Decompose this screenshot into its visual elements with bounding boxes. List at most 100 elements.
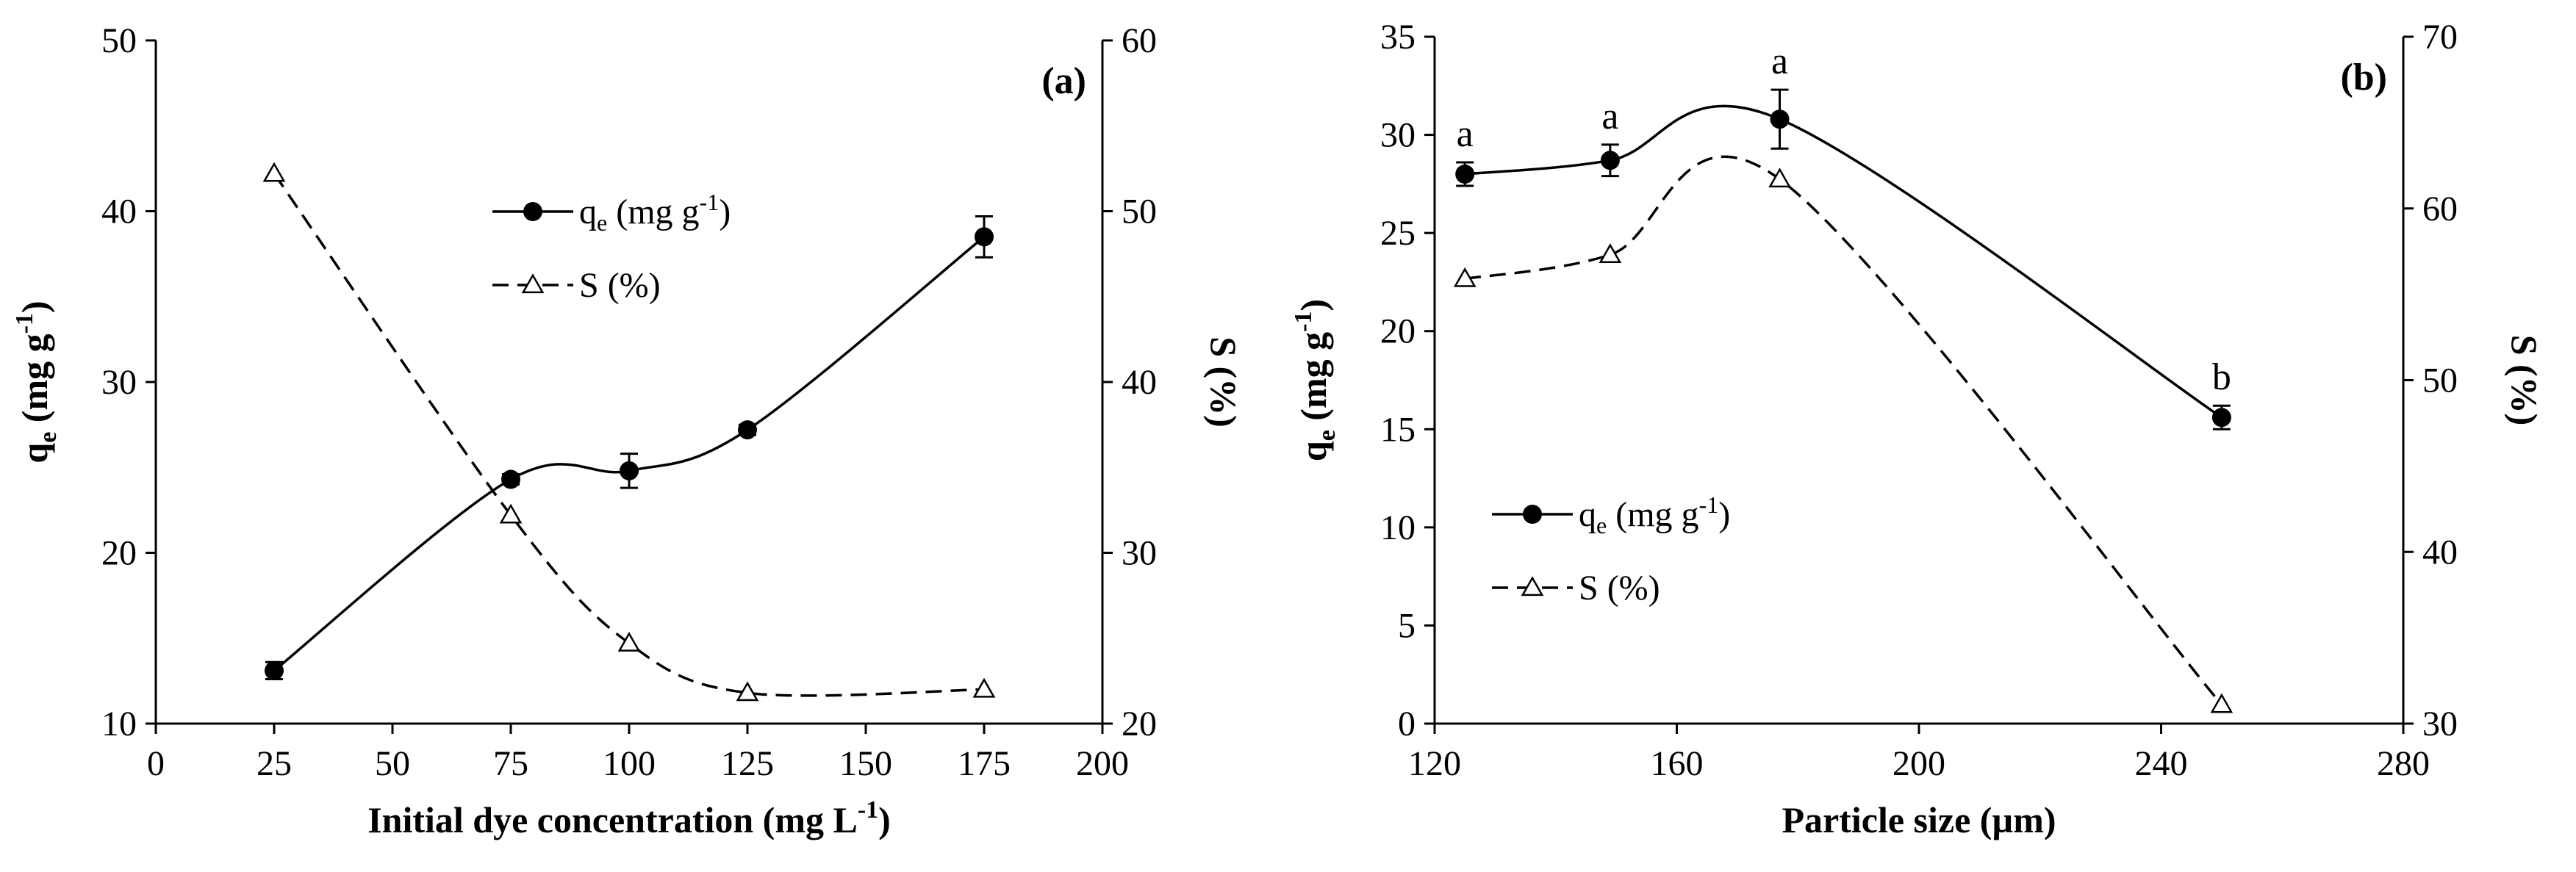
x-tick-label: 175 bbox=[958, 744, 1011, 783]
y-left-title-sub: e bbox=[35, 432, 62, 443]
x-tick-label: 200 bbox=[1076, 744, 1129, 783]
y-left-tick-label: 20 bbox=[1380, 312, 1416, 351]
data-point-qe bbox=[975, 227, 994, 247]
data-point-qe bbox=[1455, 165, 1475, 184]
y-right-tick-label: 70 bbox=[2422, 18, 2458, 57]
legend-end: ) bbox=[1718, 495, 1730, 534]
legend-main: q bbox=[1579, 495, 1596, 534]
y-left-tick-label: 30 bbox=[1380, 116, 1416, 155]
y-left-tick-label: 5 bbox=[1398, 606, 1416, 645]
y-right-tick-label: 40 bbox=[2422, 533, 2458, 572]
legend-marker-s bbox=[521, 273, 545, 294]
data-point-qe bbox=[265, 660, 284, 680]
data-point-s bbox=[499, 503, 523, 524]
y-right-axis-title: S (%) bbox=[1203, 336, 1244, 428]
panel-label: (b) bbox=[2340, 57, 2387, 98]
legend-text: S (%) bbox=[579, 266, 661, 305]
legend-sub: e bbox=[1596, 512, 1607, 538]
significance-label: b bbox=[2212, 356, 2231, 398]
data-point-qe bbox=[1600, 151, 1620, 170]
y-left-tick-label: 0 bbox=[1398, 705, 1416, 743]
significance-label: a bbox=[1771, 40, 1788, 82]
series-line-s bbox=[1464, 155, 2223, 706]
y-right-tick-label: 60 bbox=[1122, 21, 1157, 60]
y-right-tick-label: 40 bbox=[1122, 363, 1157, 402]
x-axis-title-end: ) bbox=[878, 799, 891, 840]
data-point-s bbox=[617, 632, 641, 652]
data-point-s bbox=[736, 681, 759, 702]
data-point-s bbox=[262, 162, 286, 182]
x-tick-label: 240 bbox=[2135, 744, 2188, 783]
y-left-title-end: ) bbox=[14, 300, 55, 313]
panel-label: (a) bbox=[1041, 60, 1086, 102]
data-point-qe bbox=[2211, 408, 2231, 428]
significance-label: a bbox=[1457, 113, 1474, 155]
legend: qe (mg g-1) S (%) bbox=[1492, 491, 1730, 608]
data-point-qe bbox=[620, 461, 639, 480]
x-tick-label: 280 bbox=[2377, 744, 2430, 783]
significance-label: a bbox=[1601, 96, 1618, 137]
legend-marker-s bbox=[1521, 576, 1544, 597]
legend-sup: -1 bbox=[700, 189, 720, 215]
x-tick-label: 50 bbox=[375, 744, 410, 783]
y-left-title-main: q bbox=[14, 443, 55, 464]
y-left-title-sub: e bbox=[1313, 430, 1341, 441]
y-left-title-main: q bbox=[1293, 441, 1334, 461]
y-left-tick-label: 35 bbox=[1380, 18, 1416, 57]
series-line-s bbox=[273, 173, 985, 697]
y-left-axis-title: qe (mg g-1) bbox=[1290, 299, 1341, 461]
x-axis-title-sup: -1 bbox=[858, 796, 878, 824]
legend-marker-qe bbox=[1523, 505, 1542, 524]
y-left-title-rest: (mg g bbox=[1293, 332, 1334, 430]
data-point-s bbox=[2210, 693, 2234, 713]
data-point-qe bbox=[738, 420, 757, 440]
y-left-title-end: ) bbox=[1293, 299, 1334, 311]
legend-label: S (%) bbox=[1579, 569, 1660, 608]
x-axis-title-text: Particle size (µm) bbox=[1782, 799, 2056, 840]
legend-label: S (%) bbox=[579, 266, 661, 305]
x-tick-label: 75 bbox=[493, 744, 528, 783]
x-tick-label: 25 bbox=[256, 744, 292, 783]
y-right-tick-label: 30 bbox=[2422, 705, 2458, 743]
x-tick-label: 160 bbox=[1651, 744, 1704, 783]
y-right-axis-title: S (%) bbox=[2504, 335, 2545, 426]
y-right-tick-label: 20 bbox=[1122, 705, 1157, 743]
data-point-s bbox=[1453, 267, 1477, 287]
data-point-qe bbox=[1770, 109, 1790, 129]
y-left-tick-label: 25 bbox=[1380, 214, 1416, 253]
y-right-tick-label: 50 bbox=[1122, 192, 1157, 231]
legend-sub: e bbox=[597, 209, 607, 236]
legend-sup: -1 bbox=[1699, 491, 1719, 518]
legend-marker-qe bbox=[523, 202, 542, 221]
y-left-tick-label: 50 bbox=[101, 21, 137, 60]
legend-rest: (mg g bbox=[607, 192, 699, 231]
legend-rest: (mg g bbox=[1607, 495, 1698, 534]
y-left-tick-label: 30 bbox=[101, 363, 137, 402]
y-right-tick-label: 60 bbox=[2422, 190, 2458, 228]
x-tick-label: 0 bbox=[147, 744, 165, 783]
y-left-tick-label: 20 bbox=[101, 534, 137, 573]
data-point-s bbox=[1599, 243, 1622, 264]
x-axis-title-text: Initial dye concentration (mg L bbox=[367, 799, 858, 840]
y-left-tick-label: 15 bbox=[1380, 410, 1416, 449]
x-tick-label: 125 bbox=[721, 744, 774, 783]
data-point-s bbox=[972, 677, 996, 698]
legend-main: q bbox=[579, 192, 597, 231]
y-left-title-sup: -1 bbox=[11, 313, 38, 334]
series-line-qe bbox=[1465, 104, 2222, 419]
chart-panel-2: 120 160 200 240 280 0 5 10 15 20 25 30 35 30 40 50 60 70 P… bbox=[1290, 18, 2545, 840]
legend: qe (mg g-1) S (%) bbox=[492, 189, 731, 305]
y-left-title-sup: -1 bbox=[1290, 311, 1317, 332]
y-left-title-rest: (mg g bbox=[14, 334, 55, 431]
x-axis-title: Particle size (µm) bbox=[1782, 799, 2056, 840]
data-point-s bbox=[1768, 167, 1791, 188]
y-right-tick-label: 30 bbox=[1122, 534, 1157, 573]
data-point-qe bbox=[501, 469, 520, 489]
y-right-tick-label: 50 bbox=[2422, 361, 2458, 400]
x-axis-title: Initial dye concentration (mg L-1) bbox=[367, 796, 891, 840]
x-tick-label: 150 bbox=[839, 744, 892, 783]
legend-label: qe (mg g-1) bbox=[579, 189, 731, 236]
x-tick-label: 200 bbox=[1892, 744, 1945, 783]
legend-label: qe (mg g-1) bbox=[1579, 491, 1730, 538]
